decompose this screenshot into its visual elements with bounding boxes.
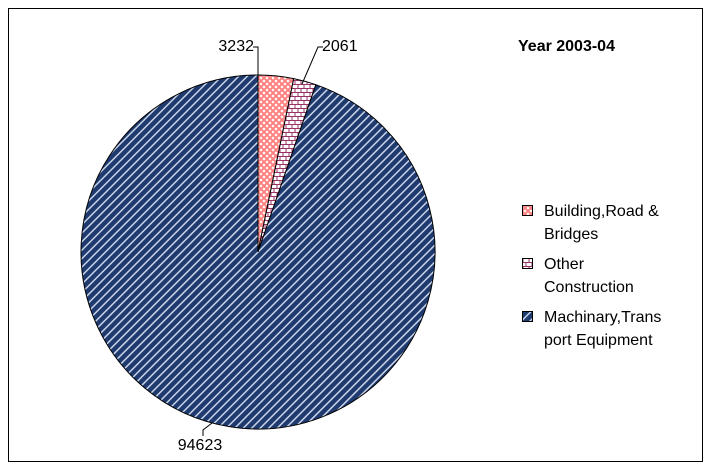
leader-line	[253, 46, 259, 78]
legend-label: Other Construction	[544, 256, 634, 296]
data-label: 94623	[178, 437, 223, 454]
legend-swatch	[522, 205, 533, 216]
legend: Building,Road & Bridges Other Constructio…	[522, 200, 669, 359]
leader-line	[202, 422, 213, 436]
legend-entry: Machinary,Transport Equipment	[522, 306, 669, 352]
leader-line	[301, 46, 323, 85]
legend-entry: Building,Road & Bridges	[522, 200, 669, 246]
pie-slice	[80, 74, 436, 430]
legend-entry: Other Construction	[522, 253, 669, 299]
legend-label: Machinary,Transport Equipment	[544, 309, 662, 349]
legend-swatch	[522, 311, 533, 322]
legend-label: Building,Road & Bridges	[544, 203, 659, 243]
legend-swatch	[522, 258, 533, 269]
data-label: 2061	[322, 38, 358, 55]
chart-title: Year 2003-04	[518, 38, 615, 55]
data-label: 3232	[218, 38, 254, 55]
